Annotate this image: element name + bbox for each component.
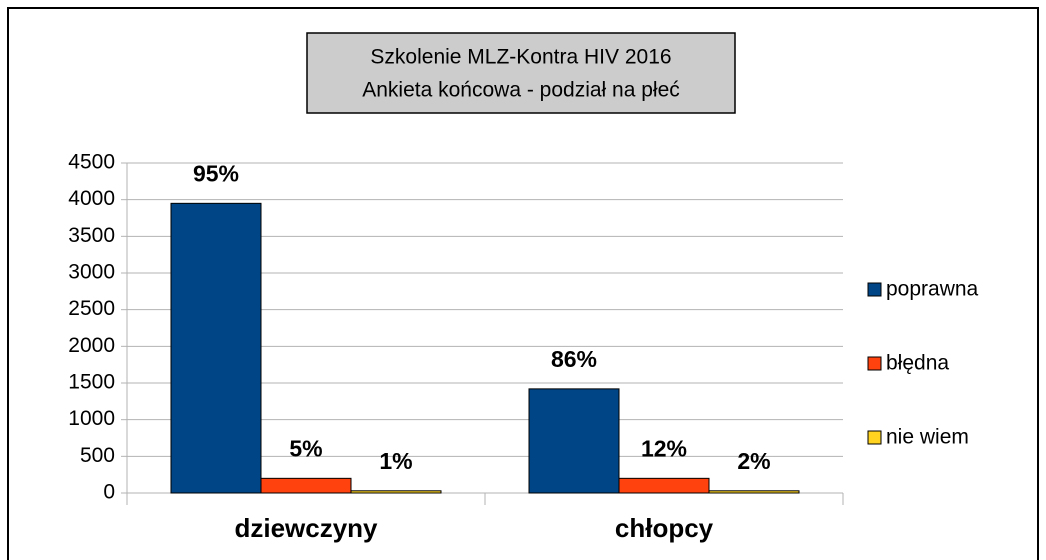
bar	[528, 388, 620, 494]
title-box	[306, 32, 736, 114]
data-label: 95%	[193, 160, 239, 186]
y-tick-label: 500	[80, 444, 115, 467]
legend-swatch	[867, 356, 882, 371]
y-tick-label: 2000	[68, 334, 115, 357]
legend-swatch	[867, 282, 882, 297]
y-tick-label: 3000	[68, 261, 115, 284]
data-label: 12%	[641, 435, 687, 461]
y-tick-label: 1500	[68, 371, 115, 394]
legend-label: błędna	[886, 352, 949, 375]
y-tick-label: 4000	[68, 187, 115, 210]
y-tick-label: 2500	[68, 297, 115, 320]
bar	[170, 202, 262, 494]
bar	[260, 477, 352, 494]
y-tick-label: 1000	[68, 407, 115, 430]
y-tick-label: 3500	[68, 224, 115, 247]
legend-label: nie wiem	[886, 426, 969, 449]
data-label: 86%	[551, 346, 597, 372]
data-label: 1%	[379, 448, 412, 474]
bar	[350, 490, 442, 494]
legend-swatch	[867, 430, 882, 445]
y-tick-label: 4500	[68, 151, 115, 174]
chart-title: Ankieta końcowa - podział na płeć	[362, 79, 680, 102]
bar	[618, 477, 710, 494]
bar	[708, 490, 800, 494]
data-label: 2%	[737, 448, 770, 474]
x-tick-label: dziewczyny	[234, 513, 378, 543]
legend-label: poprawna	[886, 278, 979, 301]
x-tick-label: chłopcy	[615, 513, 714, 543]
y-tick-label: 0	[103, 481, 115, 504]
data-label: 5%	[289, 435, 322, 461]
chart-title: Szkolenie MLZ-Kontra HIV 2016	[370, 46, 671, 69]
